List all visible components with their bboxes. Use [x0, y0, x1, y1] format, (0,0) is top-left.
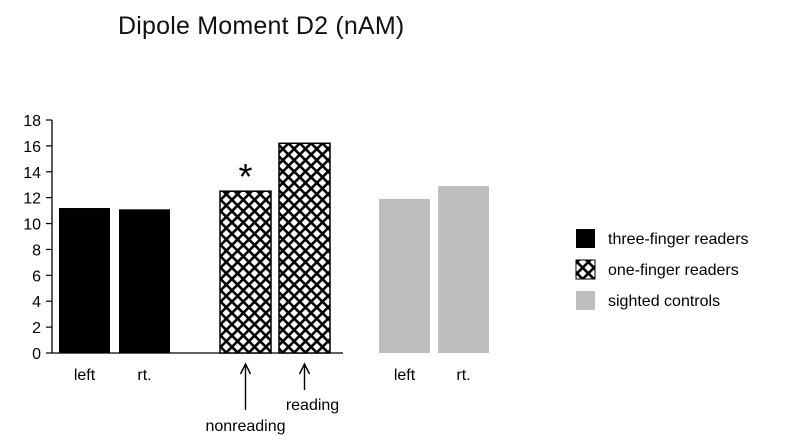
gray-swatch: [576, 291, 595, 310]
y-axis: 0 2 4 6 8 10 12 14 16 18: [23, 113, 343, 363]
arrow-head: [298, 362, 311, 375]
y-tick-label: 12: [23, 191, 41, 208]
y-tick-label: 18: [23, 113, 41, 130]
category-label: rt.: [137, 367, 151, 384]
arrow-head: [239, 362, 252, 375]
bar: [278, 142, 331, 354]
category-label: left: [394, 367, 416, 384]
category-label: rt.: [456, 367, 470, 384]
legend-label: three-finger readers: [608, 231, 749, 248]
y-tick-label: 8: [32, 242, 41, 259]
legend-label: sighted controls: [608, 293, 720, 310]
crosshatch-swatch: [575, 259, 596, 280]
chart-title: Dipole Moment D2 (nAM): [118, 12, 405, 40]
y-tick-label: 14: [23, 165, 41, 182]
nonreading-label: nonreading: [205, 418, 285, 435]
category-label: left: [74, 367, 96, 384]
y-tick-label: 2: [32, 320, 41, 337]
y-tick-label: 16: [23, 139, 41, 156]
bar: [379, 198, 430, 353]
reading-label: reading: [286, 397, 339, 414]
significance-asterisk: *: [238, 156, 252, 197]
legend: three-finger readers one-finger readers si…: [575, 229, 749, 310]
solid-black-swatch: [576, 229, 595, 248]
legend-label: one-finger readers: [608, 262, 739, 279]
y-tick-label: 10: [23, 217, 41, 234]
category-labels: left rt. left rt.: [74, 367, 471, 384]
bar: [119, 209, 170, 353]
bars: [59, 142, 489, 354]
y-tick-label: 4: [32, 294, 41, 311]
y-tick-label: 0: [32, 346, 41, 363]
bar: [438, 186, 489, 353]
bar: [219, 190, 272, 354]
bar: [59, 208, 110, 353]
y-tick-label: 6: [32, 268, 41, 285]
